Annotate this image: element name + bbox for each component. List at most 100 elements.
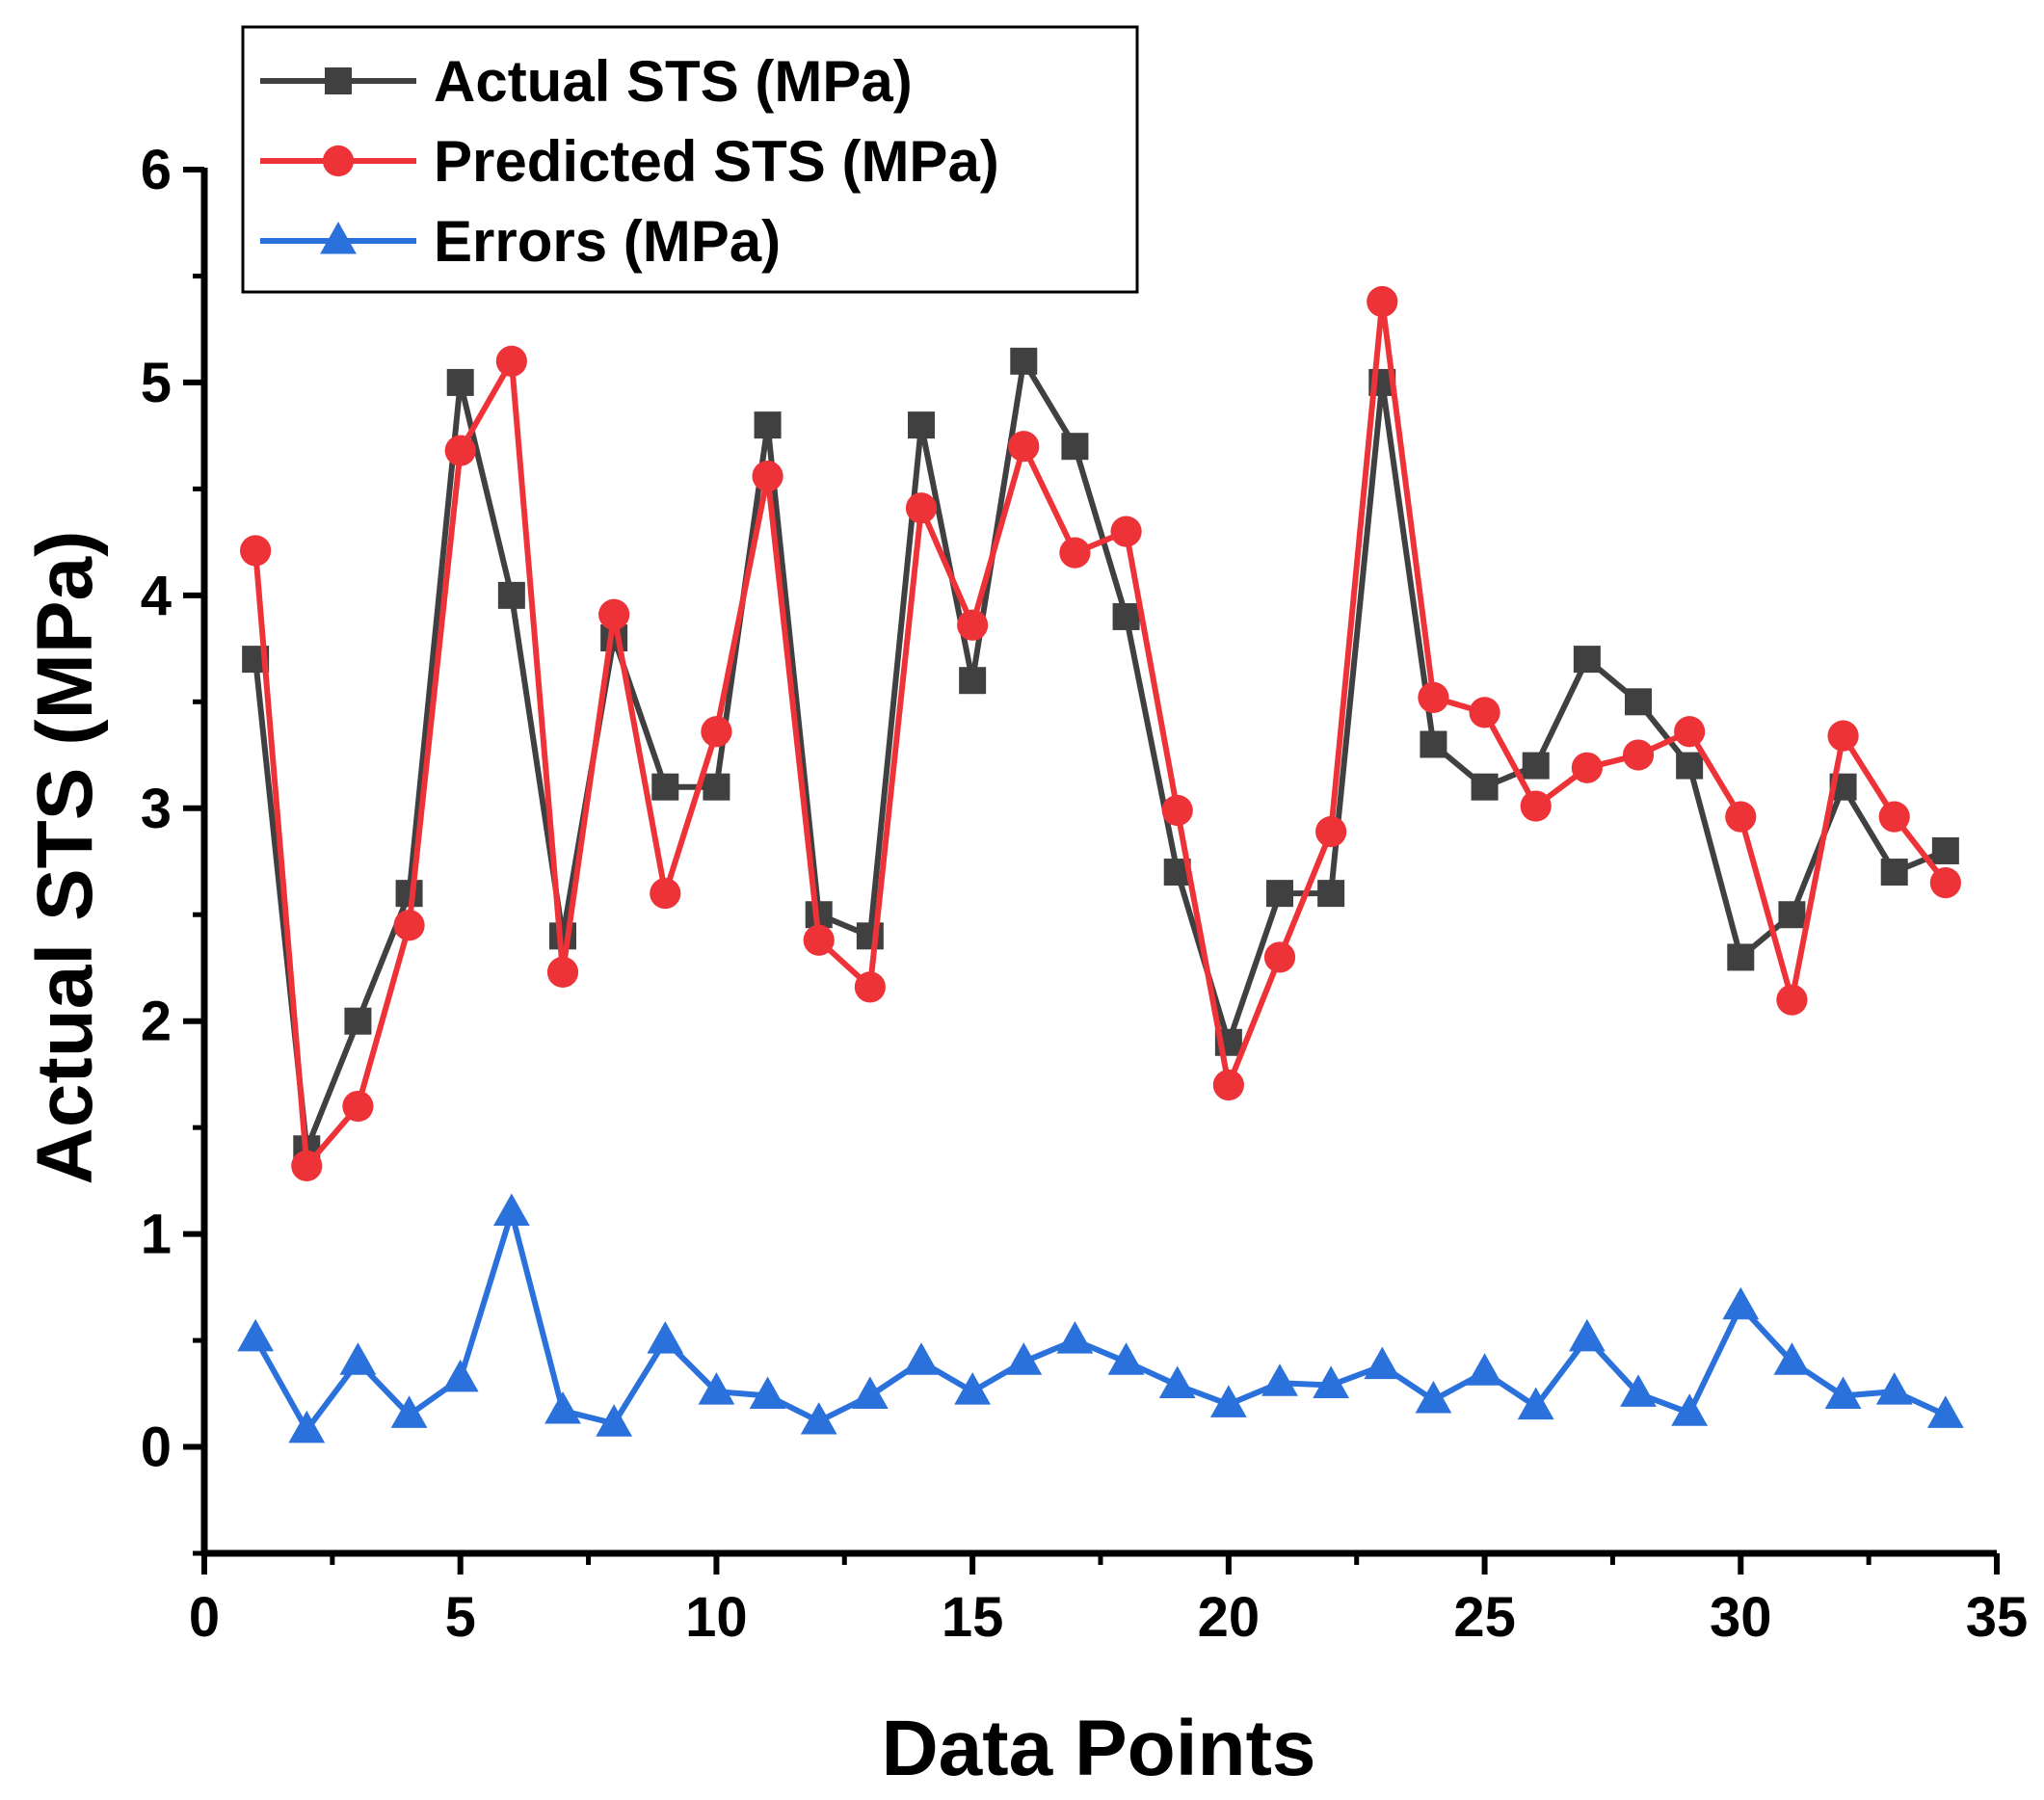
data-point-predicted-sts-mpa-6 (495, 345, 527, 377)
data-point-errors-mpa-7 (544, 1391, 581, 1424)
y-tick-label: 0 (141, 1416, 172, 1479)
data-point-errors-mpa-29 (1671, 1393, 1709, 1426)
data-point-actual-sts-mpa-25 (1471, 773, 1499, 801)
data-point-errors-mpa-31 (1773, 1342, 1811, 1375)
data-point-actual-sts-mpa-9 (651, 773, 679, 801)
x-tick-label: 35 (1966, 1586, 2029, 1649)
data-point-actual-sts-mpa-3 (344, 1007, 372, 1035)
x-tick-label: 15 (942, 1586, 1004, 1649)
series-line-predicted-sts-mpa (252, 301, 1949, 1174)
data-point-errors-mpa-8 (596, 1404, 633, 1437)
data-point-actual-sts-mpa-13 (856, 922, 884, 950)
data-point-actual-sts-mpa-15 (959, 667, 987, 695)
data-point-errors-mpa-14 (903, 1342, 940, 1375)
data-point-actual-sts-mpa-22 (1317, 880, 1345, 908)
legend-label-predicted-sts-mpa: Predicted STS (MPa) (434, 129, 999, 194)
y-tick-label: 1 (141, 1204, 172, 1266)
data-point-predicted-sts-mpa-12 (803, 924, 835, 956)
data-point-errors-mpa-33 (1875, 1372, 1913, 1405)
series-predicted-sts-mpa (240, 285, 1961, 1182)
data-point-errors-mpa-28 (1620, 1374, 1657, 1407)
data-point-errors-mpa-23 (1364, 1346, 1401, 1380)
x-tick-label: 5 (445, 1586, 476, 1649)
data-point-predicted-sts-mpa-19 (1161, 794, 1193, 827)
y-axis-title: Actual STS (MPa) (21, 531, 109, 1185)
data-point-predicted-sts-mpa-3 (342, 1090, 374, 1123)
x-tick-label: 30 (1710, 1586, 1772, 1649)
data-point-predicted-sts-mpa-18 (1110, 516, 1142, 547)
data-point-errors-mpa-25 (1466, 1353, 1503, 1386)
data-point-errors-mpa-27 (1568, 1318, 1606, 1352)
data-point-errors-mpa-4 (390, 1395, 428, 1428)
data-point-predicted-sts-mpa-30 (1725, 801, 1757, 833)
x-tick-label: 10 (685, 1586, 748, 1649)
data-point-errors-mpa-34 (1926, 1395, 1964, 1428)
y-tick-label: 6 (141, 139, 172, 201)
x-tick-label: 25 (1453, 1586, 1516, 1649)
data-point-errors-mpa-18 (1107, 1342, 1145, 1375)
x-tick-label: 0 (189, 1586, 220, 1649)
data-point-errors-mpa-12 (800, 1402, 837, 1435)
data-point-actual-sts-mpa-5 (446, 368, 474, 396)
data-point-predicted-sts-mpa-29 (1674, 716, 1706, 748)
data-point-predicted-sts-mpa-25 (1469, 697, 1500, 728)
data-point-errors-mpa-19 (1158, 1365, 1196, 1398)
data-point-errors-mpa-30 (1722, 1286, 1760, 1320)
data-point-predicted-sts-mpa-2 (291, 1150, 323, 1182)
series-line-errors-mpa (252, 1202, 1948, 1436)
axes: 0 1 2 3 4 5 6 0 5 10 15 20 25 30 35 (141, 139, 2029, 1649)
data-point-predicted-sts-mpa-20 (1212, 1069, 1244, 1101)
data-point-actual-sts-mpa-11 (754, 411, 782, 439)
data-point-predicted-sts-mpa-24 (1418, 681, 1449, 713)
data-point-predicted-sts-mpa-26 (1520, 790, 1552, 822)
data-point-errors-mpa-24 (1415, 1380, 1452, 1414)
series-layer (237, 285, 1964, 1443)
y-tick-label: 4 (141, 565, 172, 627)
data-point-errors-mpa-17 (1056, 1321, 1094, 1354)
legend-label-actual-sts-mpa: Actual STS (MPa) (434, 49, 913, 114)
data-point-errors-mpa-9 (647, 1321, 684, 1354)
data-point-predicted-sts-mpa-1 (240, 535, 272, 567)
data-point-actual-sts-mpa-28 (1625, 688, 1652, 716)
data-point-errors-mpa-11 (749, 1376, 786, 1410)
data-point-predicted-sts-mpa-14 (905, 492, 938, 524)
data-point-actual-sts-mpa-18 (1112, 602, 1140, 630)
data-point-actual-sts-mpa-17 (1061, 433, 1089, 461)
data-point-predicted-sts-mpa-8 (598, 598, 630, 630)
x-axis-title: Data Points (881, 1705, 1315, 1792)
data-point-errors-mpa-22 (1313, 1365, 1350, 1398)
data-point-predicted-sts-mpa-16 (1008, 431, 1040, 463)
data-point-predicted-sts-mpa-10 (701, 716, 732, 748)
data-point-errors-mpa-21 (1261, 1363, 1298, 1396)
data-point-predicted-sts-mpa-33 (1878, 801, 1910, 833)
data-point-errors-mpa-32 (1824, 1376, 1862, 1410)
data-point-predicted-sts-mpa-15 (957, 609, 989, 641)
data-point-actual-sts-mpa-26 (1522, 752, 1550, 780)
data-point-predicted-sts-mpa-27 (1571, 752, 1603, 783)
data-point-predicted-sts-mpa-11 (752, 461, 783, 492)
series-actual-sts-mpa (242, 347, 1959, 1163)
series-errors-mpa (237, 1193, 1964, 1443)
data-point-predicted-sts-mpa-13 (854, 971, 886, 1003)
data-point-actual-sts-mpa-30 (1727, 943, 1755, 971)
data-point-actual-sts-mpa-14 (908, 411, 935, 439)
data-point-actual-sts-mpa-21 (1266, 880, 1293, 908)
y-tick-label: 3 (141, 778, 172, 840)
data-point-errors-mpa-15 (954, 1372, 992, 1405)
data-point-actual-sts-mpa-6 (497, 581, 525, 609)
data-point-predicted-sts-mpa-28 (1622, 739, 1655, 771)
data-point-errors-mpa-1 (237, 1318, 275, 1352)
data-point-actual-sts-mpa-24 (1420, 730, 1447, 758)
data-point-errors-mpa-6 (492, 1193, 530, 1227)
legend-marker-errors-mpa (320, 222, 357, 254)
series-line-actual-sts-mpa (252, 353, 1948, 1151)
data-point-errors-mpa-10 (698, 1372, 735, 1405)
data-point-errors-mpa-5 (441, 1359, 479, 1392)
data-point-actual-sts-mpa-33 (1880, 859, 1908, 887)
data-point-predicted-sts-mpa-23 (1367, 285, 1398, 318)
data-point-predicted-sts-mpa-34 (1929, 866, 1961, 899)
y-tick-label: 5 (141, 352, 172, 414)
data-point-errors-mpa-26 (1517, 1387, 1554, 1420)
data-point-predicted-sts-mpa-9 (650, 878, 681, 910)
